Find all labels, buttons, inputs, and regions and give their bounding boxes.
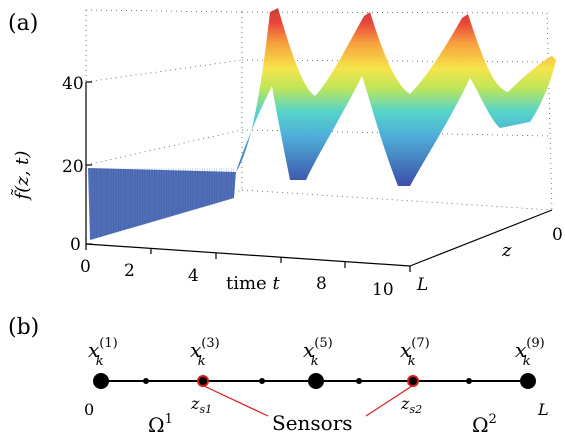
grid-top-back-edge xyxy=(241,11,548,14)
z-spatial-axis-label: z xyxy=(501,240,512,261)
sensor-position-label: zs1 xyxy=(190,394,212,416)
panel-b-label: (b) xyxy=(8,315,39,340)
surface-mesh xyxy=(91,168,234,240)
sensors-label: Sensors xyxy=(272,411,353,435)
omega-2-label: Ω2 xyxy=(472,412,497,437)
axes xyxy=(85,81,553,272)
z-tick-label-20: 20 xyxy=(62,157,84,177)
sensor-node xyxy=(407,375,419,387)
node-label: x(3) k xyxy=(190,336,220,369)
node-label: x(1) k xyxy=(88,336,118,369)
z-tick-label-40: 40 xyxy=(62,74,84,94)
major-node xyxy=(308,373,324,389)
left-end-label: 0 xyxy=(84,400,94,419)
minor-node xyxy=(143,378,149,384)
grid-top-left-edge xyxy=(85,9,243,13)
sensor-node xyxy=(197,375,209,387)
sensor-leader-1 xyxy=(203,385,269,417)
grid-floor-back xyxy=(241,189,553,211)
surface-plot xyxy=(88,8,556,240)
sensor-leader-2 xyxy=(365,385,413,417)
sensor-diagram: x(1) k x(3) k zs1 x(5) k x(7) k zs2 x(9) k 0 L Ω1 Ω… xyxy=(84,336,549,437)
surface-body xyxy=(88,8,556,186)
z-tick-label-0: 0 xyxy=(70,235,81,255)
z-spatial-tick-label-L: L xyxy=(416,275,428,295)
node-label: x(7) k xyxy=(400,336,430,369)
sensor-position-label: zs2 xyxy=(400,394,422,416)
grid-z40-left xyxy=(85,59,243,83)
major-node xyxy=(520,373,536,389)
t-tick-label-2: 2 xyxy=(124,261,135,281)
node-label: x(5) k xyxy=(303,336,333,369)
t-tick-label-4: 4 xyxy=(188,266,199,286)
node-label: x(9) k xyxy=(515,336,545,369)
tick-labels: 40 20 0 0 2 4 8 10 0 L xyxy=(62,74,563,300)
panel-a-label: (a) xyxy=(8,11,38,36)
t-tick-label-10: 10 xyxy=(372,280,394,300)
z-spatial-axis-line xyxy=(409,209,553,267)
minor-node xyxy=(356,378,362,384)
minor-node xyxy=(466,378,472,384)
t-tick-label-0: 0 xyxy=(80,257,91,277)
t-tick-label-8: 8 xyxy=(316,274,327,294)
minor-node xyxy=(259,378,265,384)
right-end-label: L xyxy=(537,400,549,419)
z-axis-label: f̃(z, t) xyxy=(10,151,33,202)
major-node xyxy=(93,373,109,389)
surface-front-face xyxy=(88,168,236,240)
z-spatial-tick-label-0: 0 xyxy=(552,225,563,245)
grid-back-right-vertical xyxy=(546,12,553,211)
node-labels: x(1) k x(3) k zs1 x(5) k x(7) k zs2 x(9) k xyxy=(88,336,545,416)
t-axis-line xyxy=(85,243,411,267)
t-axis-label: time t xyxy=(226,273,280,294)
grid-z20-left xyxy=(85,129,243,166)
omega-1-label: Ω1 xyxy=(148,412,173,437)
diagram-nodes xyxy=(93,373,536,389)
